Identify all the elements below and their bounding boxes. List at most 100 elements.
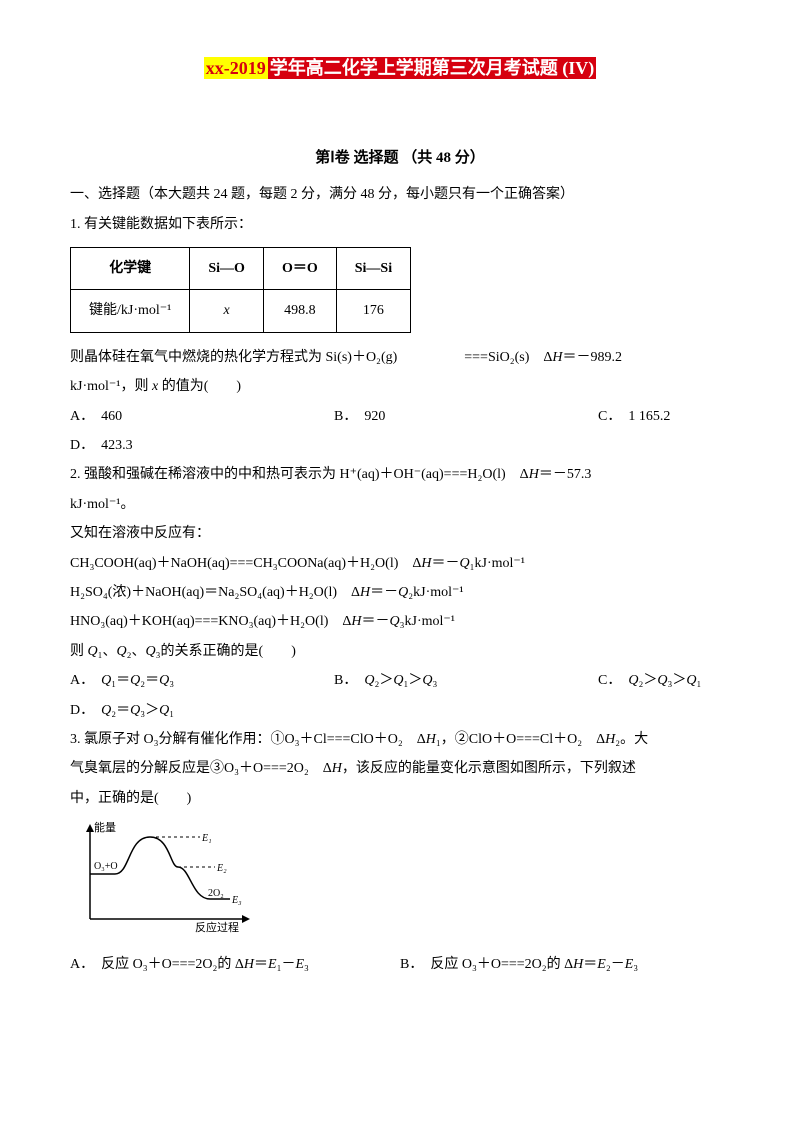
q2-l1a: 2. 强酸和强碱在稀溶液中的中和热可表示为 H⁺(aq)＋OH⁻(aq)===H… xyxy=(70,467,529,482)
q3-l1b: ₁，②ClO＋O===Cl＋O₂ Δ xyxy=(436,732,605,747)
q2-eq1: CH₃COOH(aq)＋NaOH(aq)===CH₃COONa(aq)＋H₂O(… xyxy=(70,549,730,578)
q2-opt-b: B． Q₂＞Q₁＞Q₃ xyxy=(334,666,598,695)
q2-e3c: ₃kJ·mol⁻¹ xyxy=(400,614,455,629)
q2-opt-a: A． Q₁＝Q₂＝Q₃ xyxy=(70,666,334,695)
q3-line3: 中，正确的是( ) xyxy=(70,784,730,813)
t: A． 反应 O₃＋O===2O₂的 Δ xyxy=(70,957,244,972)
q1-opt-c: C． 1 165.2 xyxy=(598,402,670,431)
q2-ra: 则 xyxy=(70,644,88,659)
exam-page: xx-2019学年高二化学上学期第三次月考试题 (IV) 第Ⅰ卷 选择题 （共 … xyxy=(0,0,800,1029)
q1-l2a: kJ·mol⁻¹，则 xyxy=(70,379,152,394)
q3-opt-a: A． 反应 O₃＋O===2O₂的 ΔH＝E₁－E₃ xyxy=(70,950,400,979)
x-var: x xyxy=(224,303,230,318)
t: ₂＝ xyxy=(111,703,130,718)
energy-diagram: 能量 O₃+O E₁ E₂ 2O₂ E₃ 反应过程 xyxy=(70,819,730,945)
Q-var: Q xyxy=(686,673,696,688)
td-rowlabel: 键能/kJ·mol⁻¹ xyxy=(71,290,190,332)
t: ＝ xyxy=(583,957,597,972)
Q-var: Q xyxy=(657,673,667,688)
q2-opt-d: D． Q₂＝Q₃＞Q₁ xyxy=(70,696,730,725)
q2-e3a: HNO₃(aq)＋KOH(aq)===KNO₃(aq)＋H₂O(l) Δ xyxy=(70,614,351,629)
t: ₃ xyxy=(633,957,638,972)
q2-line1: 2. 强酸和强碱在稀溶液中的中和热可表示为 H⁺(aq)＋OH⁻(aq)===H… xyxy=(70,460,730,489)
q1-lead: 1. 有关键能数据如下表所示： xyxy=(70,210,730,239)
t: B． 反应 O₃＋O===2O₂的 Δ xyxy=(400,957,573,972)
chart-bg xyxy=(70,819,260,934)
q3-l1a: 3. 氯原子对 O₃分解有催化作用：①O₃＋Cl===ClO＋O₂ Δ xyxy=(70,732,426,747)
H-var: H xyxy=(244,957,254,972)
q2-e2b: ＝－ xyxy=(370,585,398,600)
Q-var: Q xyxy=(460,556,470,571)
t: ₂＝ xyxy=(140,673,159,688)
E-var: E xyxy=(625,957,634,972)
t: ₂＞ xyxy=(374,673,393,688)
E-var: E xyxy=(295,957,304,972)
t: ₃ xyxy=(169,673,174,688)
H-var: H xyxy=(421,556,431,571)
q1-l1a: 则晶体硅在氧气中燃烧的热化学方程式为 Si(s)＋O₂(g) xyxy=(70,350,397,365)
t: ₃＞ xyxy=(667,673,686,688)
H-var: H xyxy=(426,732,436,747)
t: ₃ xyxy=(304,957,309,972)
xlabel: 反应过程 xyxy=(195,920,239,934)
t: ₃ xyxy=(433,673,438,688)
q1-options-row1: A． 460 B． 920 C． 1 165.2 xyxy=(70,402,730,431)
q2-e2c: ₂kJ·mol⁻¹ xyxy=(408,585,463,600)
t: B． xyxy=(334,673,364,688)
H-var: H xyxy=(552,350,562,365)
H-var: H xyxy=(529,467,539,482)
q2-rd: ₃的关系正确的是( ) xyxy=(156,644,296,659)
ylabel: 能量 xyxy=(94,820,116,834)
title-rest: 学年高二化学上学期第三次月考试题 (IV) xyxy=(268,57,597,79)
e2-label: E₂ xyxy=(216,863,227,874)
th-oo: O＝O xyxy=(263,248,336,290)
Q-var: Q xyxy=(159,673,169,688)
exam-title: xx-2019学年高二化学上学期第三次月考试题 (IV) xyxy=(70,50,730,88)
t: ₁ xyxy=(169,703,174,718)
product-name: 2O₂ xyxy=(208,888,224,899)
q2-rc: ₂、 xyxy=(127,644,146,659)
q2-options-row1: A． Q₁＝Q₂＝Q₃ B． Q₂＞Q₁＞Q₃ C． Q₂＞Q₃＞Q₁ xyxy=(70,666,730,695)
Q-var: Q xyxy=(393,673,403,688)
q2-relation: 则 Q₁、Q₂、Q₃的关系正确的是( ) xyxy=(70,637,730,666)
q2-rb: ₁、 xyxy=(98,644,117,659)
th-bond: 化学键 xyxy=(71,248,190,290)
t: ₂＞ xyxy=(638,673,657,688)
q3-line1: 3. 氯原子对 O₃分解有催化作用：①O₃＋Cl===ClO＋O₂ ΔH₁，②C… xyxy=(70,725,730,754)
q2-opt-c: C． Q₂＞Q₃＞Q₁ xyxy=(598,666,701,695)
H-var: H xyxy=(332,761,342,776)
q3-l2b: ，该反应的能量变化示意图如图所示，下列叙述 xyxy=(342,761,636,776)
t: ₁＞ xyxy=(403,673,422,688)
Q-var: Q xyxy=(101,703,111,718)
energy-chart-svg: 能量 O₃+O E₁ E₂ 2O₂ E₃ 反应过程 xyxy=(70,819,260,934)
Q-var: Q xyxy=(117,644,127,659)
q1-opt-a: A． 460 xyxy=(70,402,334,431)
E-var: E xyxy=(268,957,277,972)
q2-line2: kJ·mol⁻¹。 xyxy=(70,490,730,519)
reactant-label: O₃+O xyxy=(94,861,118,872)
t: A． xyxy=(70,673,101,688)
q2-eq2: H₂SO₄(浓)＋NaOH(aq)＝Na₂SO₄(aq)＋H₂O(l) ΔH＝－… xyxy=(70,578,730,607)
section-1-header: 第Ⅰ卷 选择题 （共 48 分） xyxy=(70,143,730,175)
Q-var: Q xyxy=(398,585,408,600)
t: C． xyxy=(598,673,628,688)
q1-l2b: 的值为( ) xyxy=(158,379,241,394)
H-var: H xyxy=(605,732,615,747)
q2-e1b: ＝－ xyxy=(432,556,460,571)
td-x: x xyxy=(190,290,264,332)
q3-opt-b: B． 反应 O₃＋O===2O₂的 ΔH＝E₂－E₃ xyxy=(400,950,638,979)
table-row: 化学键 Si—O O＝O Si—Si xyxy=(71,248,411,290)
t: ₁＝ xyxy=(111,673,130,688)
q2-e1a: CH₃COOH(aq)＋NaOH(aq)===CH₃COONa(aq)＋H₂O(… xyxy=(70,556,421,571)
t: ₃＞ xyxy=(140,703,159,718)
e1-label: E₁ xyxy=(201,833,212,844)
q2-e3b: ＝－ xyxy=(362,614,390,629)
q1-opt-d: D． 423.3 xyxy=(70,431,730,460)
H-var: H xyxy=(360,585,370,600)
H-var: H xyxy=(351,614,361,629)
Q-var: Q xyxy=(88,644,98,659)
q1-line2: kJ·mol⁻¹，则 x 的值为( ) xyxy=(70,372,730,401)
q3-l2a: 气臭氧层的分解反应是③O₃＋O===2O₂ Δ xyxy=(70,761,332,776)
t: ₂－ xyxy=(606,957,625,972)
Q-var: Q xyxy=(159,703,169,718)
